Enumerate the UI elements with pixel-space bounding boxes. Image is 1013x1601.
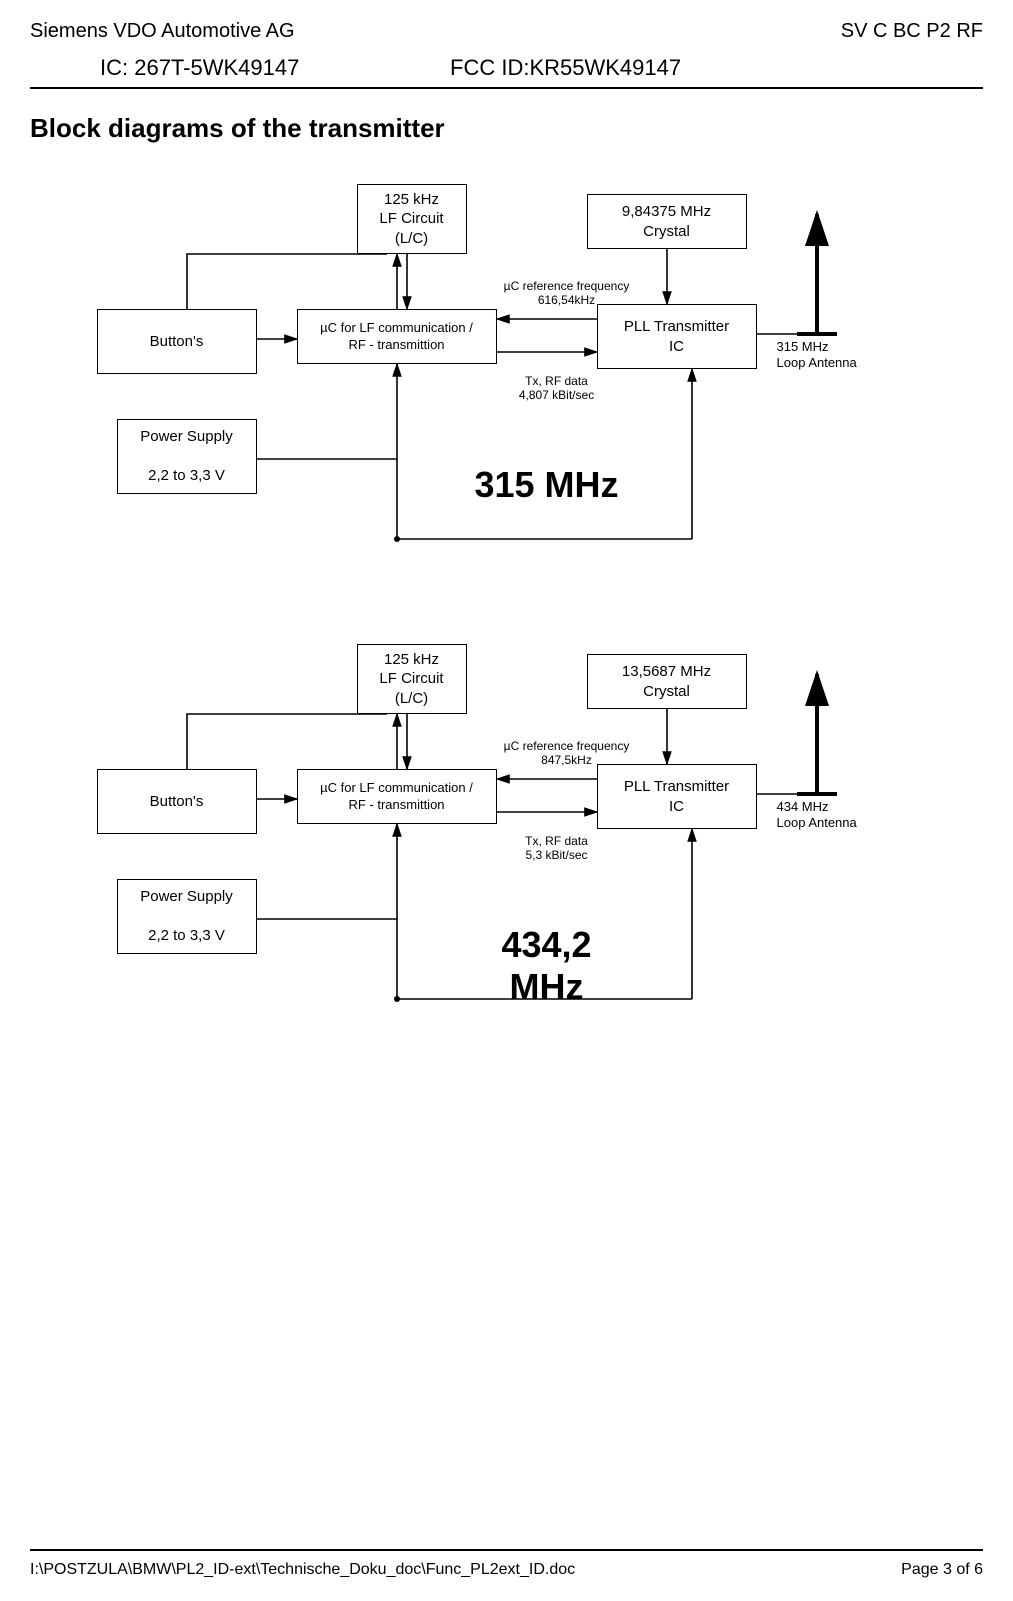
crystal-box: 9,84375 MHzCrystal [587,194,747,249]
freq-title: 434,2MHz [447,924,647,1008]
freq-title: 315 MHz [447,464,647,506]
pll-box: PLL TransmitterIC [597,764,757,829]
ic-id: IC: 267T-5WK49147 [100,55,450,81]
footer-rule [30,1549,983,1551]
buttons-box: Button's [97,309,257,374]
block-diagram: 125 kHzLF Circuit(L/C) 13,5687 MHzCrysta… [97,644,917,1064]
section-title: Block diagrams of the transmitter [30,113,983,144]
company-name: Siemens VDO Automotive AG [30,20,295,43]
footer-page: Page 3 of 6 [901,1561,983,1579]
buttons-box: Button's [97,769,257,834]
ref-freq-label: µC reference frequency616,54kHz [497,279,637,308]
fcc-id: FCC ID:KR55WK49147 [450,55,913,81]
antenna-label: 434 MHzLoop Antenna [777,799,887,830]
power-supply-box: Power Supply2,2 to 3,3 V [117,879,257,954]
header-rule [30,87,983,89]
block-diagram: 125 kHzLF Circuit(L/C) 9,84375 MHzCrysta… [97,184,917,604]
antenna-label: 315 MHzLoop Antenna [777,339,887,370]
doc-code: SV C BC P2 RF [841,20,983,43]
lf-circuit-box: 125 kHzLF Circuit(L/C) [357,644,467,714]
tx-data-label: Tx, RF data4,807 kBit/sec [497,374,617,403]
crystal-box: 13,5687 MHzCrystal [587,654,747,709]
ref-freq-label: µC reference frequency847,5kHz [497,739,637,768]
uc-box: µC for LF communication /RF - transmitti… [297,309,497,364]
power-supply-box: Power Supply2,2 to 3,3 V [117,419,257,494]
uc-box: µC for LF communication /RF - transmitti… [297,769,497,824]
pll-box: PLL TransmitterIC [597,304,757,369]
tx-data-label: Tx, RF data5,3 kBit/sec [497,834,617,863]
lf-circuit-box: 125 kHzLF Circuit(L/C) [357,184,467,254]
footer-path: I:\POSTZULA\BMW\PL2_ID-ext\Technische_Do… [30,1561,575,1579]
